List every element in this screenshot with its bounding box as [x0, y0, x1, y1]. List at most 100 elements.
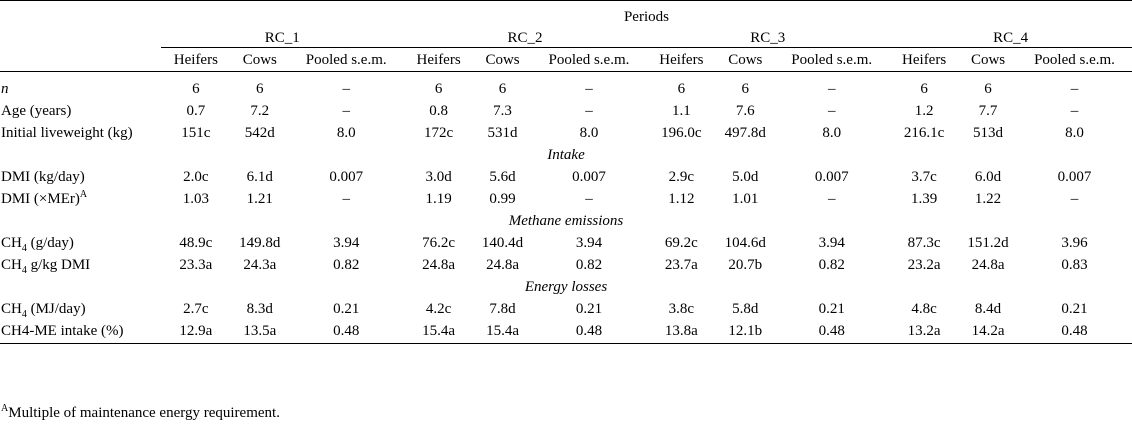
- table-cell: 216.1c: [903, 124, 945, 141]
- table-cell: 0.82: [818, 256, 845, 273]
- table-cell: 15.4a: [486, 323, 519, 340]
- table-cell: –: [827, 80, 836, 97]
- row-label-rest: (MJ/day): [26, 300, 86, 317]
- periods-header-row: Periods: [0, 0, 1132, 27]
- group-header: RC_1: [160, 26, 404, 48]
- table-cell: 8.0: [822, 124, 842, 141]
- table-cell: 8.0: [579, 124, 599, 141]
- table-cell: 23.3a: [179, 256, 213, 273]
- row-label-text: Initial liveweight (kg): [1, 124, 133, 141]
- footnote: AMultiple of maintenance energy requirem…: [1, 404, 280, 422]
- table-cell: 0.8: [429, 102, 448, 119]
- table-cell: –: [1070, 102, 1079, 119]
- table-cell: 0.21: [1061, 300, 1088, 317]
- table-cell: –: [827, 190, 836, 207]
- table-cell: 13.2a: [907, 323, 941, 340]
- section-header-row: Methane emissions: [0, 210, 1132, 232]
- table-cell: 0.007: [814, 168, 849, 185]
- column-header: Cows: [728, 51, 763, 68]
- table-cell: 48.9c: [179, 234, 213, 251]
- table-cell: 149.8d: [239, 234, 281, 251]
- section-title: Intake: [547, 146, 585, 163]
- table-cell: 1.39: [910, 190, 938, 207]
- table-cell: –: [585, 102, 593, 119]
- table-row: CH4 (MJ/day) 2.7c 8.3d 0.21 4.2c 7.8d 0.21 3.8c…: [0, 298, 1132, 320]
- table-cell: 7.7: [978, 102, 998, 119]
- group-header-row: RC_1 RC_2 RC_3 RC_4: [0, 26, 1132, 48]
- table-cell: 6.0d: [974, 168, 1002, 185]
- table-cell: 1.12: [668, 190, 695, 207]
- table-cell: 24.8a: [486, 256, 519, 273]
- table-cell: 14.2a: [971, 323, 1005, 340]
- table-cell: 0.83: [1061, 256, 1088, 273]
- table-cell: 8.0: [1065, 124, 1084, 141]
- row-label: n: [0, 78, 161, 100]
- table-cell: 6: [741, 80, 750, 97]
- table-cell: 24.8a: [422, 256, 456, 273]
- table-cell: 542d: [244, 124, 275, 141]
- table-cell: 23.7a: [664, 256, 698, 273]
- table-cell: 12.9a: [179, 323, 213, 340]
- row-label: DMI (×MEr)A: [0, 188, 161, 210]
- column-header: Cows: [970, 51, 1006, 68]
- table-cell: 1.1: [671, 102, 691, 119]
- section-title: Energy losses: [524, 278, 608, 295]
- table-cell: 1.01: [732, 190, 759, 207]
- table-cell: 69.2c: [664, 234, 698, 251]
- table-cell: 3.7c: [911, 168, 937, 185]
- data-table: Periods RC_1 RC_2 RC_3 RC_4 Heifers Cows Pool…: [0, 0, 1132, 344]
- table-cell: 497.8d: [724, 124, 766, 141]
- row-label-subscript: 4: [21, 242, 27, 254]
- column-header: Pooled s.e.m.: [791, 51, 873, 68]
- table-row: Age (years) 0.7 7.2 – 0.8 7.3 – 1.1 7.6 – 1.2 7.7 –: [0, 100, 1132, 122]
- table-cell: 3.94: [333, 234, 360, 251]
- table-cell: 76.2c: [422, 234, 456, 251]
- table-cell: –: [342, 80, 350, 97]
- table-row: CH4 (g/day) 48.9c 149.8d 3.94 76.2c 140.4d 3.9…: [0, 232, 1132, 254]
- section-header-row: Energy losses: [0, 276, 1132, 298]
- table-cell: 12.1b: [728, 323, 763, 340]
- column-header: Heifers: [659, 51, 704, 68]
- table-cell: 1.03: [182, 190, 209, 207]
- table-row: Initial liveweight (kg) 151c 542d 8.0 172c 53…: [0, 122, 1132, 144]
- group-header: RC_4: [889, 26, 1132, 48]
- row-label: CH4 (g/day): [0, 232, 161, 254]
- table-cell: 0.99: [489, 190, 516, 207]
- table-cell: 0.48: [1061, 323, 1088, 340]
- row-label-text: n: [1, 80, 9, 97]
- table-cell: 1.19: [425, 190, 452, 207]
- table-cell: 5.6d: [489, 168, 516, 185]
- table-cell: –: [342, 190, 350, 207]
- table-cell: 140.4d: [481, 234, 524, 251]
- periods-header: Periods: [623, 9, 669, 25]
- row-label: DMI (kg/day): [0, 166, 161, 188]
- table-cell: 0.82: [575, 256, 603, 273]
- row-label-text: CH: [1, 300, 22, 317]
- table-cell: –: [585, 190, 593, 207]
- row-label-text: CH4-ME intake (%): [1, 323, 124, 340]
- table-cell: 0.48: [575, 323, 603, 340]
- table-cell: 2.9c: [668, 168, 695, 185]
- table-cell: 196.0c: [661, 124, 702, 141]
- table-cell: 0.48: [333, 323, 360, 340]
- group-header: RC_2: [403, 26, 647, 48]
- table-cell: 7.2: [250, 102, 270, 119]
- row-label-subscript: 4: [21, 264, 27, 276]
- row-label-text: CH: [1, 256, 22, 273]
- table-cell: 24.8a: [971, 256, 1005, 273]
- table-cell: 151.2d: [967, 234, 1009, 251]
- table-cell: 6.1d: [246, 168, 273, 185]
- table-cell: 0.007: [1057, 168, 1092, 185]
- table-cell: 0.21: [575, 300, 603, 317]
- column-header: Heifers: [173, 51, 218, 68]
- table-cell: 8.4d: [974, 300, 1002, 317]
- table-cell: 104.6d: [724, 234, 766, 251]
- table-cell: 3.96: [1061, 234, 1088, 251]
- table-cell: 8.0: [336, 124, 356, 141]
- row-label-superscript: A: [79, 188, 88, 200]
- row-label-rest: (g/day): [26, 234, 74, 251]
- row-label: Initial liveweight (kg): [0, 122, 161, 144]
- table-cell: –: [585, 80, 593, 97]
- table-cell: 4.8c: [911, 300, 937, 317]
- table-cell: 1.21: [246, 190, 273, 207]
